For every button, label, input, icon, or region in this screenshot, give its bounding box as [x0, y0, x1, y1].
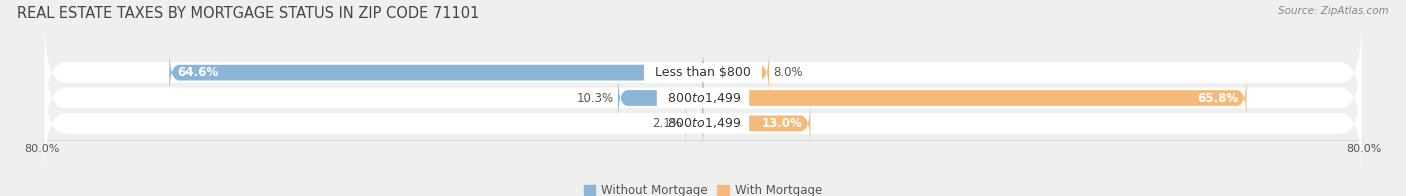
Text: 13.0%: 13.0%: [762, 117, 801, 130]
Text: $800 to $1,499: $800 to $1,499: [659, 91, 747, 105]
FancyBboxPatch shape: [169, 50, 703, 95]
Text: REAL ESTATE TAXES BY MORTGAGE STATUS IN ZIP CODE 71101: REAL ESTATE TAXES BY MORTGAGE STATUS IN …: [17, 6, 479, 21]
FancyBboxPatch shape: [703, 75, 1247, 121]
Text: Less than $800: Less than $800: [647, 66, 759, 79]
FancyBboxPatch shape: [617, 75, 703, 121]
FancyBboxPatch shape: [45, 45, 1361, 151]
FancyBboxPatch shape: [686, 101, 703, 146]
Text: 8.0%: 8.0%: [773, 66, 803, 79]
Text: Source: ZipAtlas.com: Source: ZipAtlas.com: [1278, 6, 1389, 16]
FancyBboxPatch shape: [45, 70, 1361, 176]
Text: $800 to $1,499: $800 to $1,499: [659, 116, 747, 130]
Text: 64.6%: 64.6%: [177, 66, 219, 79]
FancyBboxPatch shape: [703, 50, 769, 95]
Text: 10.3%: 10.3%: [576, 92, 614, 104]
Text: 2.1%: 2.1%: [651, 117, 682, 130]
FancyBboxPatch shape: [703, 101, 810, 146]
Text: 65.8%: 65.8%: [1197, 92, 1239, 104]
Legend: Without Mortgage, With Mortgage: Without Mortgage, With Mortgage: [583, 184, 823, 196]
FancyBboxPatch shape: [45, 20, 1361, 126]
